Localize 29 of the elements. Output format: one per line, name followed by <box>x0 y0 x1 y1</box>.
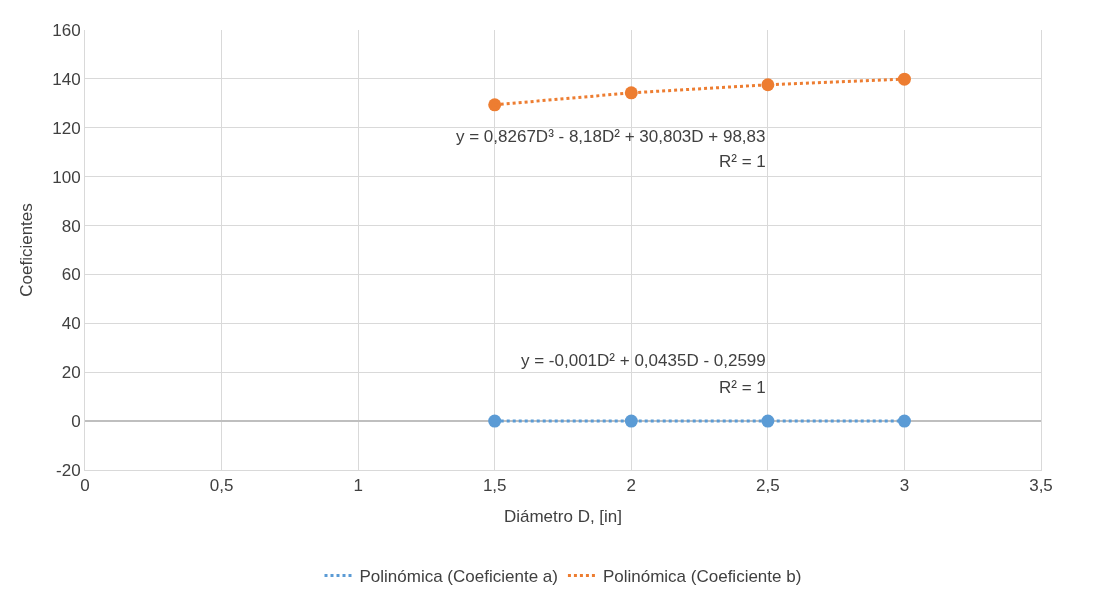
point <box>897 414 911 428</box>
point <box>488 98 502 112</box>
y-tick-label: 40 <box>61 314 81 334</box>
y-axis-title: Coeficientes <box>16 203 36 297</box>
y-tick-label: 140 <box>52 69 81 89</box>
y-tick-label: 20 <box>61 363 81 383</box>
y-tick-label: 60 <box>61 265 81 285</box>
x-tick-label: 0,5 <box>209 476 234 496</box>
annotation: y = -0,001D² + 0,0435D - 0,2599 <box>521 351 766 370</box>
legend-label: Polinómica (Coeficiente b) <box>602 567 802 587</box>
x-tick-label: 3,5 <box>1029 476 1053 496</box>
x-axis-title: Diámetro D, [in] <box>503 506 623 526</box>
x-tick-label: 3 <box>899 476 910 496</box>
point <box>488 414 502 428</box>
y-tick-label: 160 <box>52 20 81 40</box>
x-tick-label: 1,5 <box>482 476 507 496</box>
y-tick-label: 80 <box>61 216 81 236</box>
annotation: y = 0,8267D³ - 8,18D² + 30,803D + 98,83 <box>456 127 766 146</box>
y-tick-label: 120 <box>52 118 81 138</box>
x-tick-label: 1 <box>353 476 363 496</box>
annotation: R² = 1 <box>719 378 766 397</box>
y-tick-label: 100 <box>52 167 81 187</box>
annotation: R² = 1 <box>719 152 766 171</box>
x-tick-label: 2 <box>626 476 637 496</box>
legend-label: Polinómica (Coeficiente a) <box>359 567 558 587</box>
y-tick-label: -20 <box>56 460 81 480</box>
y-tick-label: 0 <box>71 412 81 432</box>
x-tick-label: 2,5 <box>756 476 780 496</box>
point <box>897 72 911 86</box>
